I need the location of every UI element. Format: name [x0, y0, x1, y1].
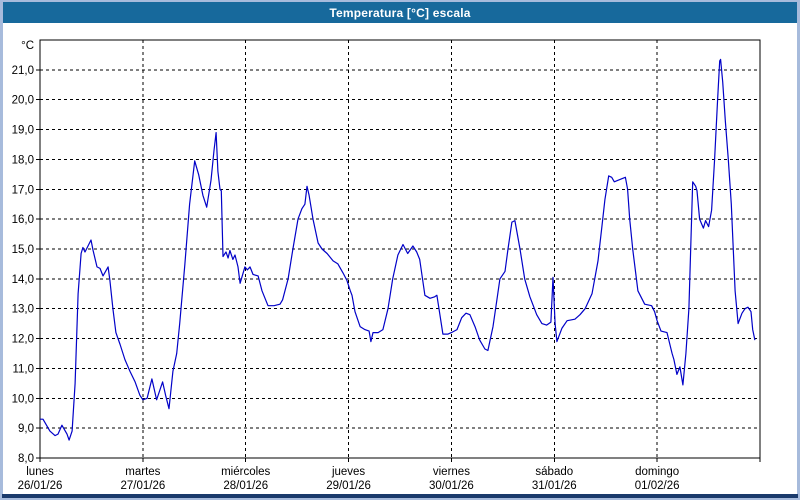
y-tick-label-21: 21,0	[12, 65, 34, 77]
date-label-6: 01/02/26	[635, 480, 680, 492]
date-label-4: 30/01/26	[429, 480, 474, 492]
date-label-5: 31/01/26	[532, 480, 577, 492]
date-label-3: 29/01/26	[326, 480, 371, 492]
window-titlebar: Temperatura [°C] escala	[3, 2, 797, 23]
temperature-line	[40, 58, 756, 441]
day-label-jueves: jueves	[331, 466, 365, 478]
y-tick-label-9: 9,0	[18, 423, 34, 435]
y-axis-unit-label: °C	[21, 40, 34, 52]
y-tick-label-18: 18,0	[12, 154, 34, 166]
y-tick-label-20: 20,0	[12, 95, 34, 107]
y-tick-label-12: 12,0	[12, 334, 34, 346]
y-tick-label-15: 15,0	[12, 244, 34, 256]
date-label-1: 27/01/26	[120, 480, 165, 492]
y-tick-label-16: 16,0	[12, 214, 34, 226]
day-label-miércoles: miércoles	[221, 466, 270, 478]
window-title: Temperatura [°C] escala	[329, 5, 471, 20]
y-tick-label-17: 17,0	[12, 184, 34, 196]
day-label-viernes: viernes	[433, 466, 470, 478]
y-tick-label-13: 13,0	[12, 304, 34, 316]
day-label-sábado: sábado	[535, 466, 573, 478]
y-tick-label-19: 19,0	[12, 125, 34, 137]
day-label-domingo: domingo	[635, 466, 679, 478]
temperature-chart: 21,0 20,0 19,0 18,0 17,0 16,0 15,0 14,0 13,0 12,0…	[12, 39, 761, 492]
y-tick-label-10: 10,0	[12, 393, 34, 405]
window-bottom-edge	[2, 494, 798, 498]
y-tick-label-11: 11,0	[12, 363, 34, 375]
date-label-2: 28/01/26	[223, 480, 268, 492]
day-label-martes: martes	[125, 466, 160, 478]
chart-area: 21,0 20,0 19,0 18,0 17,0 16,0 15,0 14,0 13,0 12,0…	[3, 23, 797, 494]
y-tick-label-8: 8,0	[18, 453, 34, 465]
date-label-0: 26/01/26	[18, 480, 63, 492]
day-label-lunes: lunes	[26, 466, 54, 478]
y-tick-label-14: 14,0	[12, 274, 34, 286]
